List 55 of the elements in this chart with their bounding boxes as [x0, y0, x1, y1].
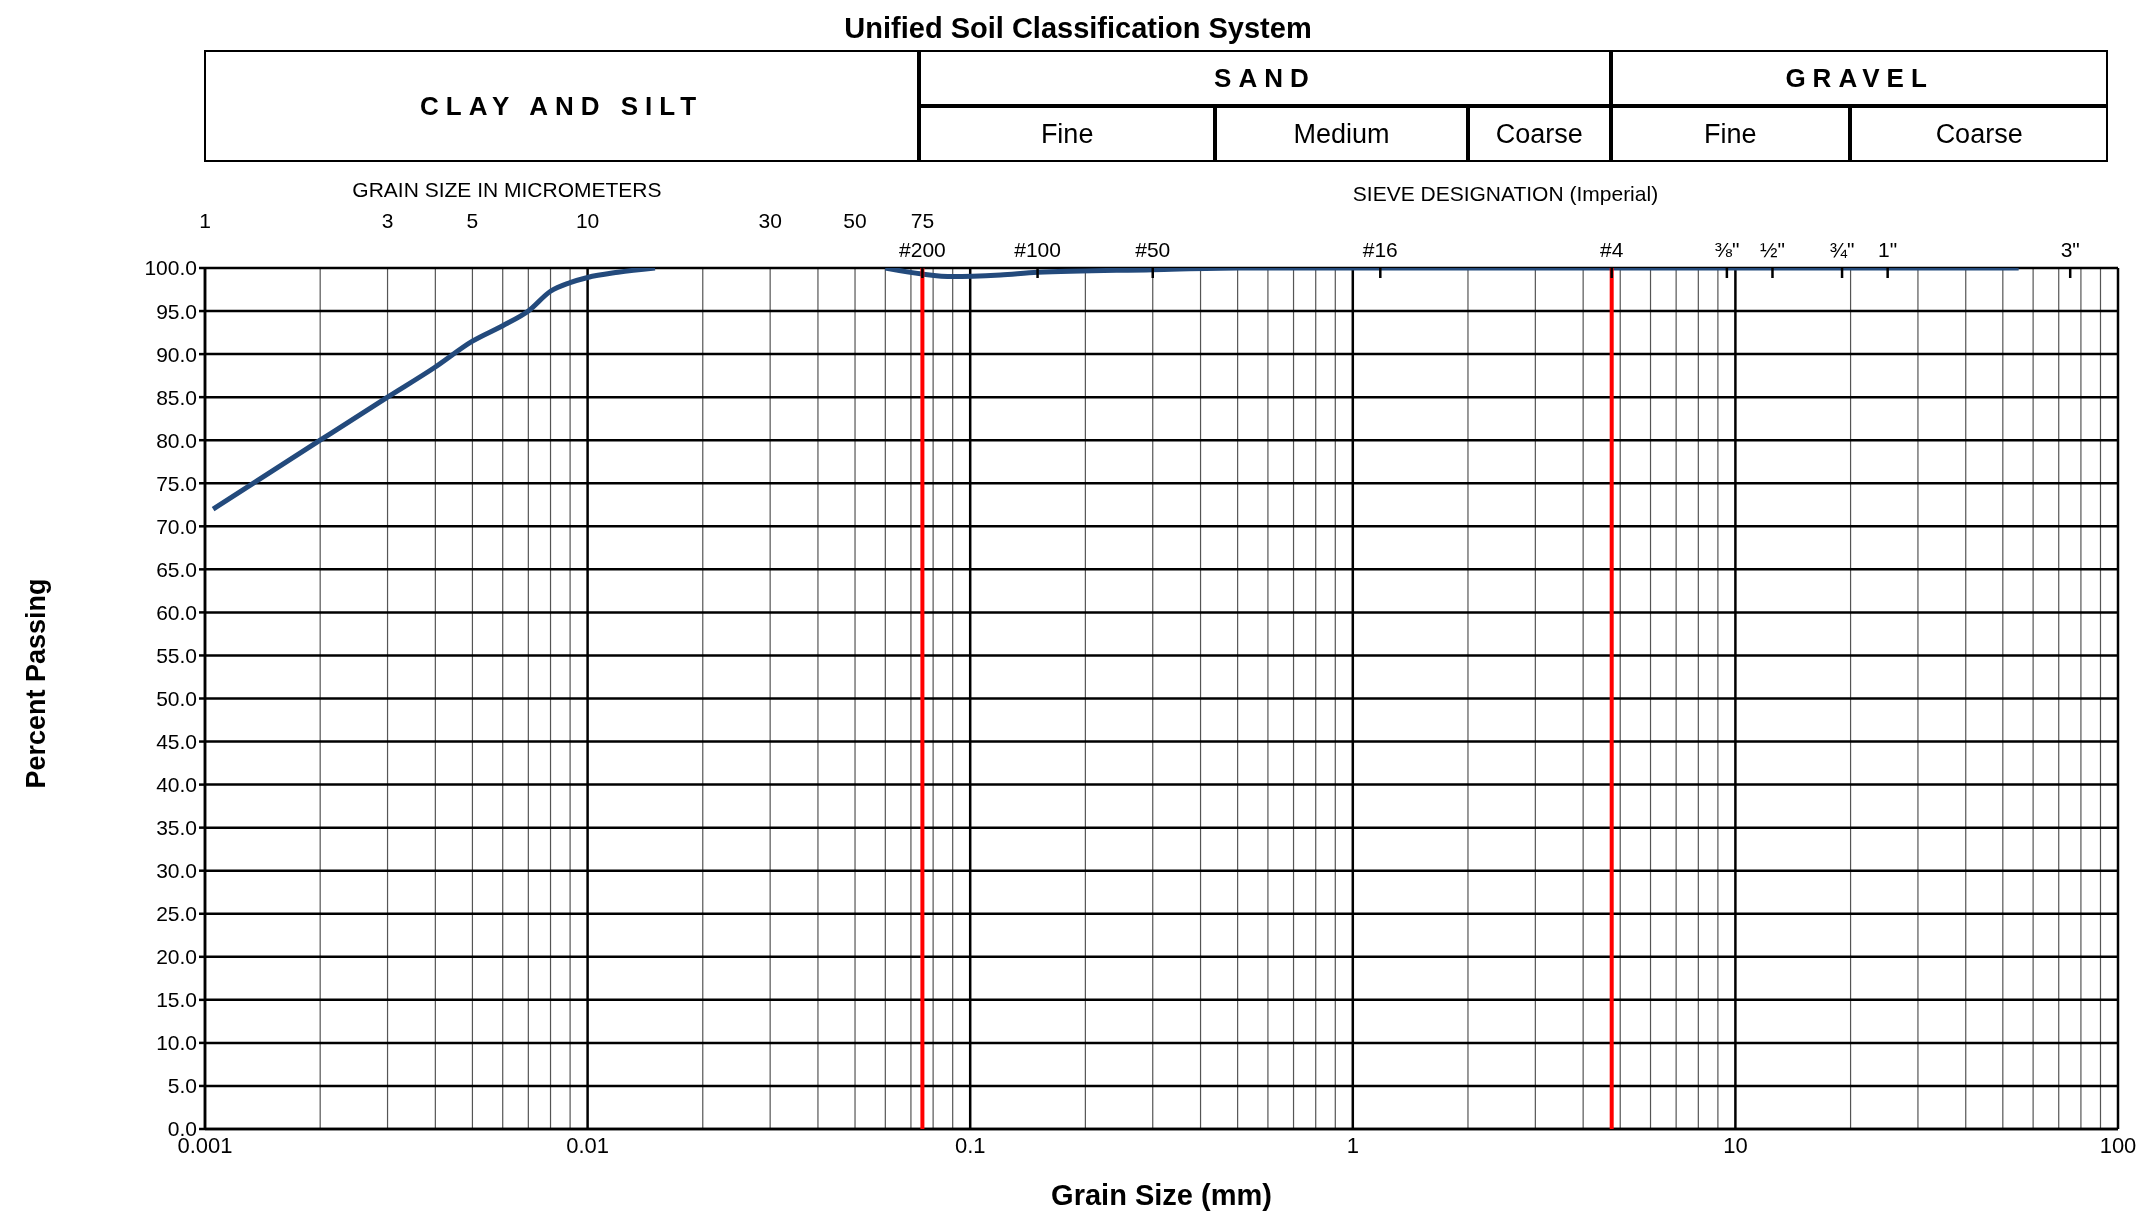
text: Medium	[1215, 106, 1468, 162]
y-tick-label: 20.0	[156, 945, 197, 969]
chart-title: Unified Soil Classification System	[843, 12, 1313, 45]
text: Coarse	[1849, 106, 2109, 162]
text: 5	[466, 209, 479, 232]
text: SAND	[919, 50, 1611, 106]
y-tick-label: 5.0	[167, 1074, 197, 1098]
text: ¾"	[1829, 238, 1855, 261]
text: #16	[1362, 238, 1398, 261]
text: 1	[199, 209, 211, 232]
x-tick-label: 10	[1723, 1132, 1748, 1158]
text: ½"	[1759, 238, 1785, 261]
x-axis-title: Grain Size (mm)	[1051, 1179, 1272, 1211]
text: SIEVE DESIGNATION (Imperial)	[1352, 182, 1659, 206]
text: 75	[910, 209, 935, 232]
text: 3"	[2060, 238, 2080, 261]
y-tick-label: 45.0	[156, 730, 197, 754]
y-tick-label: 90.0	[156, 342, 197, 366]
y-tick-label: 85.0	[156, 385, 197, 409]
y-tick-label: 95.0	[156, 299, 197, 323]
y-tick-label: 10.0	[156, 1031, 197, 1055]
y-tick-label: 30.0	[156, 859, 197, 883]
text: #4	[1600, 238, 1624, 261]
text: ⅜"	[1714, 238, 1740, 261]
text: GRAVEL	[1610, 50, 2109, 106]
text: 50	[843, 209, 867, 232]
y-tick-label: 55.0	[156, 643, 197, 667]
text: 1"	[1878, 238, 1898, 261]
x-tick-label: 0.01	[566, 1132, 610, 1158]
y-tick-label: 50.0	[156, 686, 197, 710]
y-axis-title: Percent Passing	[20, 578, 51, 789]
text: 30	[758, 209, 782, 232]
y-tick-label: 60.0	[156, 600, 197, 624]
y-tick-label: 25.0	[156, 902, 197, 926]
x-tick-label: 0.1	[954, 1132, 986, 1158]
x-tick-label: 100	[2099, 1132, 2137, 1158]
x-tick-label: 1	[1346, 1132, 1359, 1158]
y-tick-label: 65.0	[156, 557, 197, 581]
text: 10	[575, 209, 600, 232]
y-tick-label: 70.0	[156, 514, 197, 538]
y-tick-label: 15.0	[156, 988, 197, 1012]
text: Coarse	[1467, 106, 1611, 162]
text: CLAY AND SILT	[204, 50, 920, 162]
text: Fine	[1610, 106, 1850, 162]
text: #200	[899, 238, 946, 261]
y-tick-label: 80.0	[156, 428, 197, 452]
text: #50	[1135, 238, 1171, 261]
y-tick-label: 40.0	[156, 773, 197, 797]
text: 3	[381, 209, 394, 232]
text: GRAIN SIZE IN MICROMETERS	[352, 178, 662, 202]
text: #100	[1014, 238, 1061, 261]
y-tick-label: 75.0	[156, 471, 197, 495]
text: Fine	[919, 106, 1216, 162]
y-tick-label: 35.0	[156, 816, 197, 840]
y-tick-label: 100.0	[144, 256, 197, 280]
